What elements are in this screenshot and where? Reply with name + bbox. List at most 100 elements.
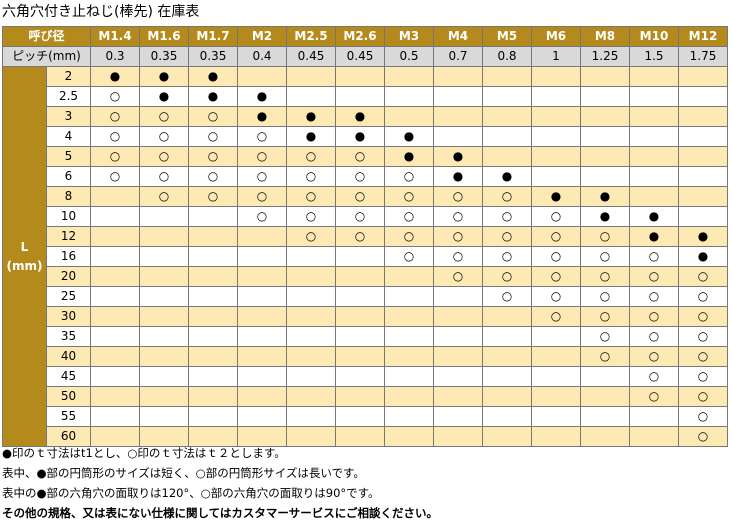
table-row: 25 ○ ○ ○ ○ ○ — [3, 286, 728, 307]
open-mark: ○ — [433, 266, 483, 287]
open-mark: ○ — [90, 86, 140, 107]
empty-cell — [90, 346, 140, 367]
empty-cell — [90, 366, 140, 387]
empty-cell — [580, 126, 630, 147]
open-mark: ○ — [482, 266, 532, 287]
filled-mark: ● — [139, 86, 189, 107]
empty-cell — [188, 266, 238, 287]
filled-mark: ● — [580, 186, 630, 207]
empty-cell — [139, 366, 189, 387]
empty-cell — [335, 426, 385, 447]
empty-cell — [139, 346, 189, 367]
column-header: M2.6 — [335, 26, 385, 47]
empty-cell — [580, 406, 630, 427]
pitch-value: 0.8 — [482, 46, 532, 67]
empty-cell — [335, 286, 385, 307]
open-mark: ○ — [678, 386, 728, 407]
empty-cell — [188, 246, 238, 267]
column-header: M3 — [384, 26, 434, 47]
open-mark: ○ — [629, 306, 679, 327]
empty-cell — [335, 306, 385, 327]
filled-mark: ● — [90, 66, 140, 87]
empty-cell — [433, 366, 483, 387]
empty-cell — [482, 326, 532, 347]
table-row: L (mm) 2 ● ● ● — [2, 66, 728, 447]
filled-mark: ● — [580, 206, 630, 227]
filled-mark: ● — [237, 86, 287, 107]
empty-cell — [531, 126, 581, 147]
empty-cell — [139, 326, 189, 347]
empty-cell — [188, 406, 238, 427]
empty-cell — [139, 266, 189, 287]
open-mark: ○ — [482, 206, 532, 227]
empty-cell — [237, 346, 287, 367]
open-mark: ○ — [139, 186, 189, 207]
filled-mark: ● — [335, 106, 385, 127]
empty-cell — [433, 406, 483, 427]
table-row: 4 ○ ○ ○ ○ ● ● ● — [3, 126, 728, 147]
open-mark: ○ — [678, 286, 728, 307]
filled-mark: ● — [482, 166, 532, 187]
open-mark: ○ — [384, 166, 434, 187]
open-mark: ○ — [335, 206, 385, 227]
empty-cell — [482, 86, 532, 107]
table-row: 8 ○ ○ ○ ○ ○ ○ ○ ○ ● ● — [3, 186, 728, 207]
empty-cell — [90, 286, 140, 307]
empty-cell — [286, 306, 336, 327]
empty-cell — [90, 306, 140, 327]
pitch-value: 0.4 — [237, 46, 287, 67]
empty-cell — [629, 86, 679, 107]
empty-cell — [188, 346, 238, 367]
pitch-value: 0.5 — [384, 46, 434, 67]
pitch-value: 0.45 — [335, 46, 385, 67]
empty-cell — [433, 326, 483, 347]
open-mark: ○ — [629, 246, 679, 267]
empty-cell — [580, 166, 630, 187]
empty-cell — [237, 66, 287, 87]
empty-cell — [335, 266, 385, 287]
open-mark: ○ — [237, 126, 287, 147]
column-header: M6 — [531, 26, 581, 47]
empty-cell — [90, 186, 140, 207]
empty-cell — [482, 106, 532, 127]
table-row: 20 ○ ○ ○ ○ ○ ○ — [3, 266, 728, 287]
pitch-value: 0.35 — [188, 46, 238, 67]
empty-cell — [629, 186, 679, 207]
empty-cell — [580, 426, 630, 447]
column-header: M1.4 — [90, 26, 140, 47]
empty-cell — [629, 146, 679, 167]
empty-cell — [286, 266, 336, 287]
open-mark: ○ — [384, 226, 434, 247]
empty-cell — [433, 306, 483, 327]
empty-cell — [335, 246, 385, 267]
empty-cell — [90, 406, 140, 427]
page-title: 六角穴付き止ねじ(棒先) 在庫表 — [2, 4, 200, 20]
empty-cell — [237, 386, 287, 407]
filled-mark: ● — [433, 146, 483, 167]
empty-cell — [90, 246, 140, 267]
open-mark: ○ — [531, 266, 581, 287]
nominal-label: 呼び径 — [2, 26, 91, 47]
empty-cell — [678, 126, 728, 147]
open-mark: ○ — [384, 246, 434, 267]
empty-cell — [384, 366, 434, 387]
table-row: 5 ○ ○ ○ ○ ○ ○ ● ● — [3, 146, 728, 167]
open-mark: ○ — [629, 286, 679, 307]
filled-mark: ● — [678, 226, 728, 247]
open-mark: ○ — [482, 226, 532, 247]
open-mark: ○ — [188, 106, 238, 127]
empty-cell — [237, 226, 287, 247]
empty-cell — [90, 386, 140, 407]
open-mark: ○ — [90, 146, 140, 167]
empty-cell — [188, 206, 238, 227]
open-mark: ○ — [629, 266, 679, 287]
empty-cell — [482, 426, 532, 447]
length-value: 6 — [46, 166, 91, 187]
empty-cell — [286, 326, 336, 347]
column-header: M1.7 — [188, 26, 238, 47]
empty-cell — [188, 326, 238, 347]
empty-cell — [335, 386, 385, 407]
open-mark: ○ — [286, 186, 336, 207]
column-header: M8 — [580, 26, 630, 47]
empty-cell — [188, 226, 238, 247]
